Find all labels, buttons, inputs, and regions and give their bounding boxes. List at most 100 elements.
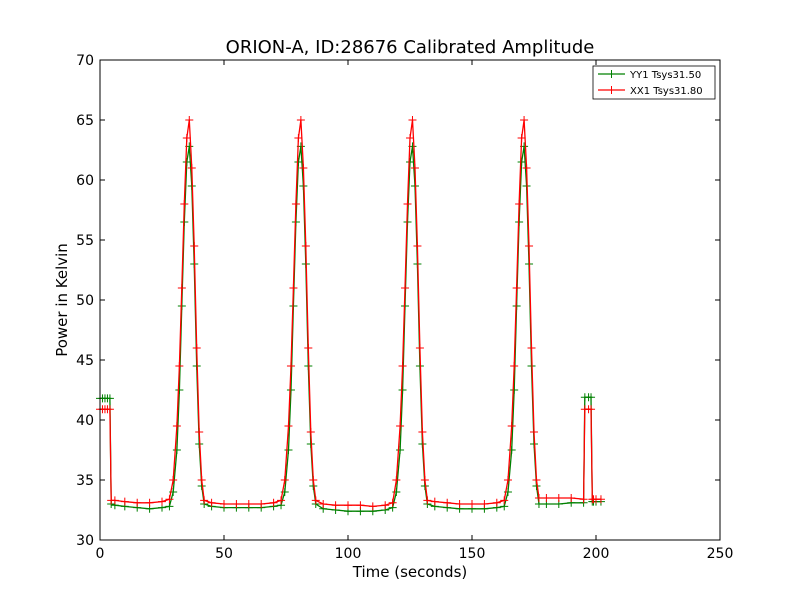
data-point [165,495,174,504]
data-point [172,446,181,454]
legend-label: XX1 Tsys31.80 [630,86,703,97]
data-point [406,158,414,166]
data-point [430,497,439,506]
data-point [398,386,407,394]
data-point [530,428,538,436]
data-point [522,164,531,172]
data-point [515,200,524,208]
data-point [408,116,417,124]
data-point [286,362,295,370]
legend-marker [607,70,616,78]
data-point [269,498,278,507]
data-point [455,500,464,508]
data-point [187,164,196,172]
data-point [507,446,516,454]
data-point [532,476,541,484]
y-tick-label: 35 [76,473,94,489]
y-tick-label: 45 [76,353,94,369]
data-point [554,494,563,502]
y-tick-label: 60 [76,173,94,189]
data-point [169,476,178,484]
legend: YY1 Tsys31.50 XX1 Tsys31.80 [592,65,716,100]
data-point [304,344,313,352]
data-point [344,501,352,510]
data-point [381,501,390,510]
data-point [392,488,401,496]
data-point [296,116,305,124]
data-point [244,500,253,508]
data-point [567,494,576,502]
data-point [200,496,209,505]
data-point [172,422,181,430]
data-point [299,164,308,172]
data-point [423,496,432,505]
plot-area [96,59,721,541]
data-point [507,422,516,430]
data-point [413,242,422,250]
data-point [443,498,452,507]
data-point [396,422,405,430]
series-line [100,119,601,508]
data-point [175,362,184,370]
data-point [291,200,300,208]
x-tick-label: 250 [707,546,734,562]
data-point [182,134,191,142]
chart-title: ORION-A, ID:28676 Calibrated Amplitude [226,37,595,58]
data-point [500,496,509,505]
data-point [587,393,596,402]
legend-box [592,65,716,100]
y-tick-label: 55 [76,233,94,249]
data-point [587,405,596,414]
data-point [284,422,293,430]
data-point [289,284,298,292]
x-tick-label: 100 [335,546,362,562]
data-point [356,501,365,510]
data-point [368,502,377,511]
data-point [105,394,114,403]
data-point [110,496,119,505]
data-point [182,158,191,166]
y-axis: 30 35 40 45 50 55 60 65 70 [76,53,720,549]
data-point [145,498,154,507]
x-tick-label: 50 [215,546,233,562]
data-point [398,362,407,370]
data-point [280,476,289,484]
data-point [517,158,526,166]
data-point [277,496,286,505]
data-point [579,495,588,504]
data-point [311,496,320,505]
data-point [185,116,194,124]
data-point [195,428,204,436]
series-layer [96,116,605,516]
data-point [396,446,405,454]
legend-label: YY1 Tsys31.50 [629,70,701,81]
data-point [319,500,328,508]
data-point [510,386,519,394]
data-point [207,498,216,507]
data-point [517,134,526,142]
data-point [388,498,397,507]
data-point [527,344,536,352]
x-tick-label: 0 [96,546,105,562]
x-tick-label: 150 [459,546,486,562]
data-point [120,497,129,506]
data-point [512,284,521,292]
data-point [306,428,315,436]
data-point [286,386,295,394]
data-point [418,428,427,436]
data-point [492,498,501,507]
y-tick-label: 30 [76,533,94,549]
data-point [309,476,318,484]
data-point [406,134,414,142]
data-point [165,502,174,511]
data-point [190,242,199,250]
data-point [403,200,412,208]
data-point [503,476,512,484]
y-tick-label: 40 [76,413,94,429]
data-point [410,164,419,172]
x-axis: 0 50 100 150 200 250 [96,60,734,562]
data-point [158,497,166,506]
data-point [232,500,241,508]
data-point [220,500,228,508]
